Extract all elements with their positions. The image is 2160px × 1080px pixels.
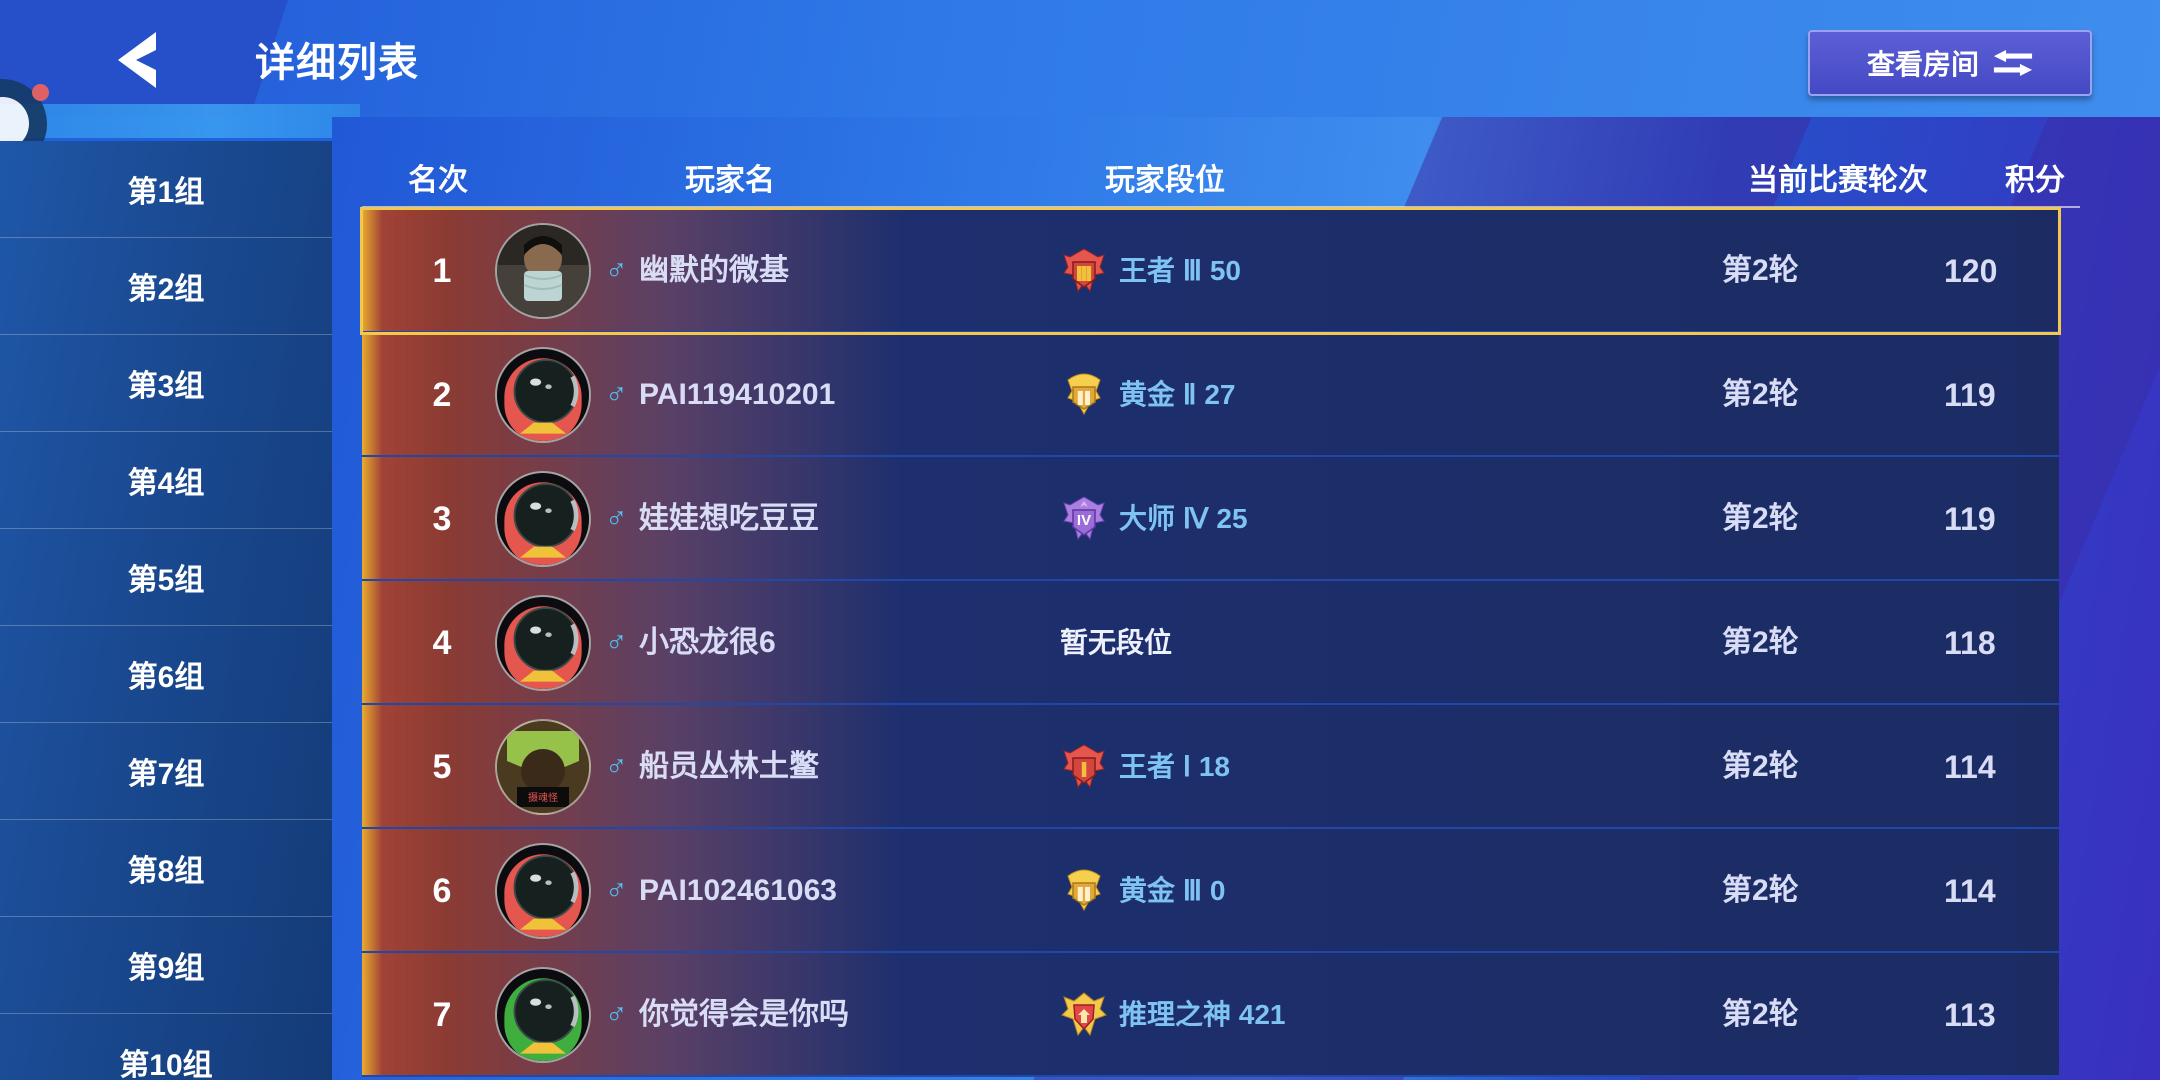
svg-text:摄魂怪: 摄魂怪 bbox=[528, 791, 558, 804]
